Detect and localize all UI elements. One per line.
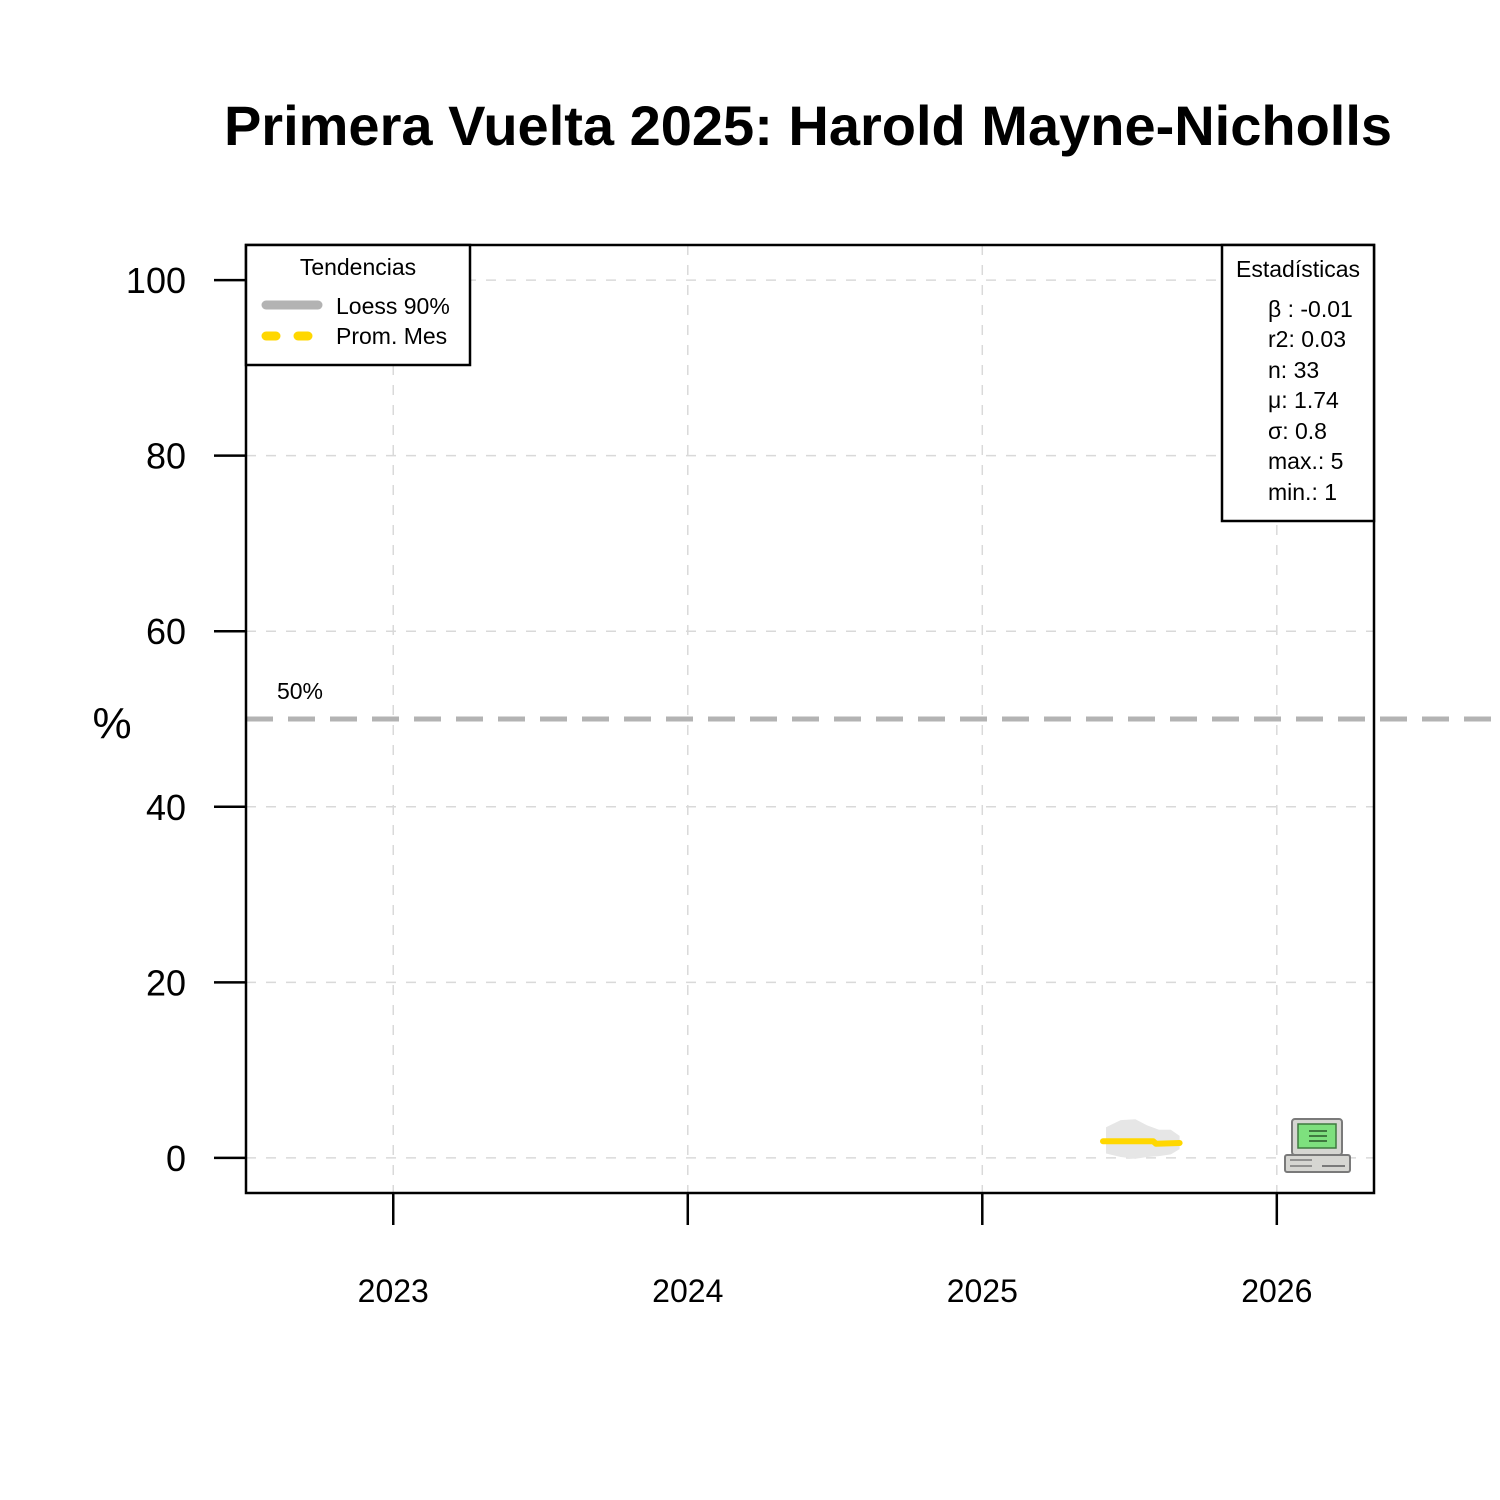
series-group: [1100, 1138, 1183, 1147]
x-tick-label-2023: 2023: [358, 1273, 429, 1309]
stat-n: n: 33: [1268, 357, 1319, 383]
x-tick-label-2025: 2025: [947, 1273, 1018, 1309]
x-tick-label-2024: 2024: [652, 1273, 723, 1309]
reference-line-group: 50%: [246, 678, 1500, 722]
legend: Tendencias Loess 90% Prom. Mes: [244, 243, 472, 367]
stats-box: Estadísticas β : -0.01 r2: 0.03 n: 33 μ:…: [1220, 243, 1376, 523]
stat-max: max.: 5: [1268, 448, 1343, 474]
legend-label-prom-mes: Prom. Mes: [336, 323, 447, 349]
y-tick-label-60: 60: [146, 611, 186, 652]
series-line-prom-mes: [1100, 1138, 1183, 1147]
stats-frame: [1220, 243, 1376, 523]
x-axis: 2023 2024 2025 2026: [358, 1193, 1312, 1309]
y-tick-label-40: 40: [146, 787, 186, 828]
stat-beta: β : -0.01: [1268, 296, 1353, 322]
legend-label-loess: Loess 90%: [336, 293, 450, 319]
legend-title: Tendencias: [300, 254, 416, 280]
y-tick-label-100: 100: [126, 260, 186, 301]
y-tick-label-0: 0: [166, 1138, 186, 1179]
gridlines: [246, 245, 1374, 1193]
stat-mean: μ: 1.74: [1268, 387, 1339, 413]
y-axis: 0 20 40 60 80 100: [126, 260, 246, 1179]
y-tick-label-80: 80: [146, 436, 186, 477]
x-tick-label-2026: 2026: [1241, 1273, 1312, 1309]
stats-title: Estadísticas: [1236, 256, 1360, 282]
stat-min: min.: 1: [1268, 479, 1337, 505]
computer-icon: [1284, 1118, 1351, 1173]
chart-title: Primera Vuelta 2025: Harold Mayne-Nichol…: [224, 94, 1392, 157]
y-axis-label: %: [92, 699, 131, 748]
y-tick-label-20: 20: [146, 962, 186, 1003]
stat-r2: r2: 0.03: [1268, 326, 1346, 352]
reference-line-label: 50%: [277, 678, 323, 704]
plot-frame: [244, 243, 1376, 1195]
stat-sd: σ: 0.8: [1268, 418, 1327, 444]
